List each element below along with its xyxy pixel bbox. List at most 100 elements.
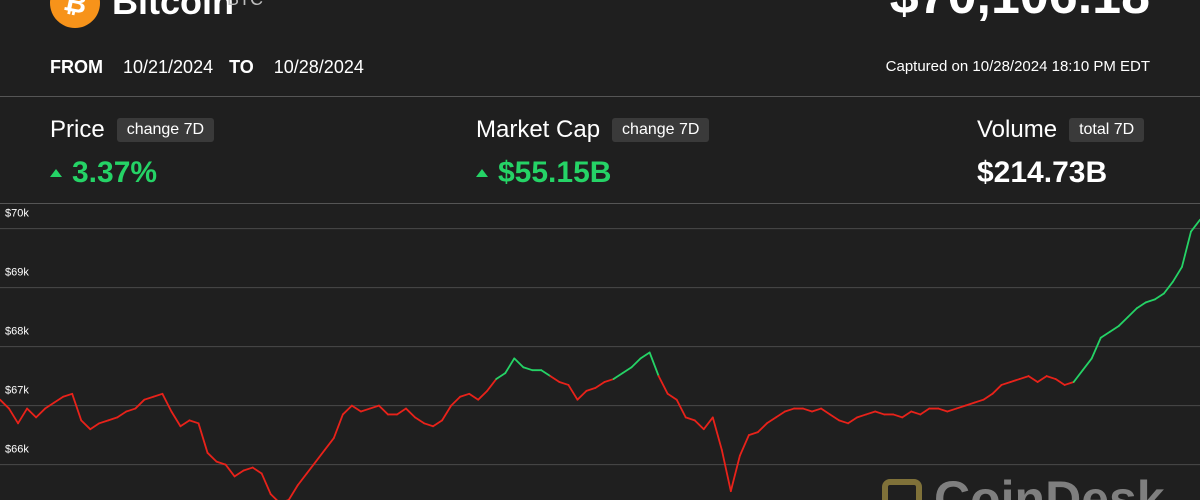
coindesk-watermark: CoinDesk: [882, 474, 1165, 500]
price-line-segment: [973, 398, 985, 404]
price-line-segment: [89, 422, 101, 431]
price-line-segment: [369, 404, 380, 410]
price-line-segment: [603, 378, 615, 383]
market-cap-title: Market Cap: [476, 116, 601, 143]
price-line-chart: $66k $67k $68k $69k $70k: [0, 208, 1200, 500]
price-line-segment: [657, 375, 669, 395]
price-line-segment: [1135, 301, 1147, 310]
price-line-segment: [495, 372, 507, 380]
captured-timestamp: Captured on 10/28/2024 18:10 PM EDT: [885, 58, 1150, 75]
price-line-segment: [459, 392, 471, 398]
price-line-segment: [675, 398, 687, 419]
price-line-segment: [53, 395, 65, 404]
price-line-segment: [901, 410, 913, 419]
price-line-segment: [1090, 336, 1102, 360]
price-line-segment: [161, 392, 173, 413]
price-line-segment: [585, 386, 597, 392]
stats-divider: [0, 203, 1200, 204]
price-line-segment: [350, 404, 362, 413]
price-line-segment: [1108, 325, 1120, 333]
price-line-segment: [486, 378, 498, 392]
price-line-segment: [639, 351, 651, 360]
price-line-segment: [1126, 307, 1138, 318]
price-line-segment: [576, 389, 588, 401]
price-line-segment: [197, 422, 209, 454]
price-line-segment: [865, 410, 877, 416]
watermark-text: CoinDesk: [934, 471, 1165, 500]
price-line-segment: [80, 419, 92, 431]
volume-total-value: $214.73B: [977, 156, 1108, 189]
price-line-segment: [955, 404, 967, 410]
price-line-segment: [522, 366, 534, 372]
price-line-segment: [35, 407, 47, 419]
price-line-segment: [756, 422, 768, 434]
volume-stat: Volume total 7D $214.73B: [977, 116, 1145, 190]
to-date: 10/28/2024: [273, 57, 364, 77]
price-line-segment: [738, 434, 750, 457]
price-line-segment: [1153, 292, 1165, 301]
volume-title: Volume: [977, 116, 1058, 143]
price-line-segment: [71, 392, 83, 422]
price-line-segment: [450, 395, 462, 407]
price-line-segment: [621, 366, 633, 375]
price-line-segment: [567, 384, 579, 401]
price-line-segment: [296, 472, 308, 487]
price-line-segment: [946, 407, 958, 413]
to-label: TO: [229, 57, 254, 77]
price-line-segment: [332, 413, 344, 439]
price-line-segment: [693, 419, 705, 431]
price-line-segment: [116, 410, 128, 419]
price-line-segment: [8, 407, 19, 425]
price-line-segment: [1190, 218, 1200, 233]
price-line-segment: [423, 422, 434, 428]
volume-badge: total 7D: [1069, 118, 1145, 142]
price-line-segment: [152, 392, 164, 398]
price-line-segment: [937, 407, 949, 413]
y-tick-label: $68k: [5, 326, 29, 338]
price-line-segment: [1172, 266, 1183, 283]
price-line-segment: [287, 484, 299, 500]
bitcoin-logo-icon: ₿: [50, 0, 100, 28]
price-line-segment: [766, 416, 777, 425]
price-line-segment: [811, 407, 822, 413]
price-line-segment: [414, 416, 425, 425]
price-line-segment: [540, 369, 552, 378]
price-line-segment: [829, 413, 840, 422]
price-line-segment: [1045, 375, 1057, 380]
price-line-segment: [558, 381, 570, 386]
price-line-segment: [919, 407, 931, 416]
y-tick-label: $70k: [5, 208, 29, 220]
price-line-segment: [206, 451, 218, 463]
price-line-segment: [648, 351, 660, 378]
price-line-segment: [1027, 375, 1039, 383]
price-line-segment: [729, 454, 741, 493]
price-line-segment: [269, 493, 278, 500]
price-line-segment: [874, 410, 886, 416]
market-cap-stat: Market Cap change 7D $55.15B: [476, 116, 710, 190]
price-line-segment: [305, 460, 317, 475]
price-line-segment: [991, 384, 1003, 395]
price-line-segment: [98, 419, 110, 425]
price-line-segment: [504, 357, 516, 375]
price-line-segment: [549, 375, 561, 383]
price-line-segment: [125, 407, 137, 413]
price-line-segment: [323, 437, 335, 451]
price-line-segment: [594, 381, 606, 389]
price-line-segment: [964, 401, 976, 407]
price-line-segment: [432, 419, 444, 428]
price-line-segment: [341, 404, 353, 416]
price-line-segment: [378, 404, 389, 416]
price-line-segment: [1144, 298, 1156, 304]
price-line-segment: [820, 407, 831, 416]
price-line-segment: [1099, 330, 1111, 339]
price-line-segment: [910, 410, 922, 416]
price-line-segment: [62, 392, 74, 398]
price-line-segment: [396, 407, 407, 416]
price-line-segment: [1163, 280, 1174, 295]
price-line-segment: [215, 460, 227, 466]
price-line-segment: [468, 392, 480, 401]
price-line-segment: [179, 419, 191, 428]
price-line-segment: [224, 463, 236, 478]
price-line-segment: [1018, 375, 1030, 380]
price-line-segment: [892, 413, 904, 419]
